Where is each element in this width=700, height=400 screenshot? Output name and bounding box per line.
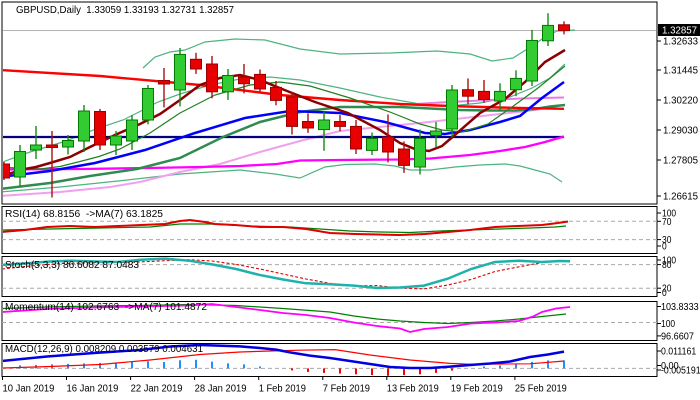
svg-text:100: 100 [662, 256, 676, 267]
svg-text:10 Jan 2019: 10 Jan 2019 [3, 384, 55, 395]
svg-text:7 Feb 2019: 7 Feb 2019 [323, 384, 371, 395]
svg-text:0: 0 [662, 288, 667, 299]
svg-text:103.8333: 103.8333 [661, 302, 699, 313]
svg-text:-0.005191: -0.005191 [661, 366, 700, 377]
svg-text:25 Feb 2019: 25 Feb 2019 [515, 384, 567, 395]
svg-text:1.31445: 1.31445 [663, 66, 698, 77]
svg-text:1.27805: 1.27805 [663, 156, 698, 167]
svg-text:22 Jan 2019: 22 Jan 2019 [131, 384, 183, 395]
svg-text:1.32857: 1.32857 [662, 26, 697, 37]
svg-text:100: 100 [661, 319, 675, 330]
svg-text:13 Feb 2019: 13 Feb 2019 [387, 384, 439, 395]
svg-text:0: 0 [662, 242, 667, 253]
svg-text:96.6607: 96.6607 [661, 331, 694, 342]
svg-text:30: 30 [662, 235, 672, 246]
svg-text:Stoch(5,3,3) 86.6082 87.0483: Stoch(5,3,3) 86.6082 87.0483 [5, 260, 139, 271]
svg-text:70: 70 [662, 217, 672, 228]
svg-text:19 Feb 2019: 19 Feb 2019 [451, 384, 503, 395]
svg-text:1.26615: 1.26615 [663, 192, 698, 203]
svg-text:1.30220: 1.30220 [663, 96, 698, 107]
svg-text:0.011161: 0.011161 [661, 347, 697, 358]
svg-text:Momentum(14) 102.6763 ->MA(7): Momentum(14) 102.6763 ->MA(7) 101.4872 [5, 302, 207, 313]
svg-text:1.32633: 1.32633 [663, 37, 698, 48]
svg-text:0.00: 0.00 [661, 361, 679, 372]
svg-text:GBPUSD,Daily 1.33059 1.33193: GBPUSD,Daily 1.33059 1.33193 1.32731 1.3… [16, 5, 234, 16]
svg-text:MACD(12,26,9) 0.008209 0.00357: MACD(12,26,9) 0.008209 0.003579 0.004631 [5, 344, 203, 355]
svg-text:100: 100 [662, 209, 676, 220]
svg-text:80: 80 [662, 260, 672, 271]
svg-text:1 Feb 2019: 1 Feb 2019 [259, 384, 307, 395]
svg-text:28 Jan 2019: 28 Jan 2019 [195, 384, 247, 395]
svg-text:RSI(14) 68.8156 ->MA(7) 63.18: RSI(14) 68.8156 ->MA(7) 63.1825 [5, 209, 163, 220]
svg-text:16 Jan 2019: 16 Jan 2019 [67, 384, 119, 395]
svg-text:20: 20 [662, 284, 672, 295]
svg-text:1.29030: 1.29030 [663, 126, 698, 137]
